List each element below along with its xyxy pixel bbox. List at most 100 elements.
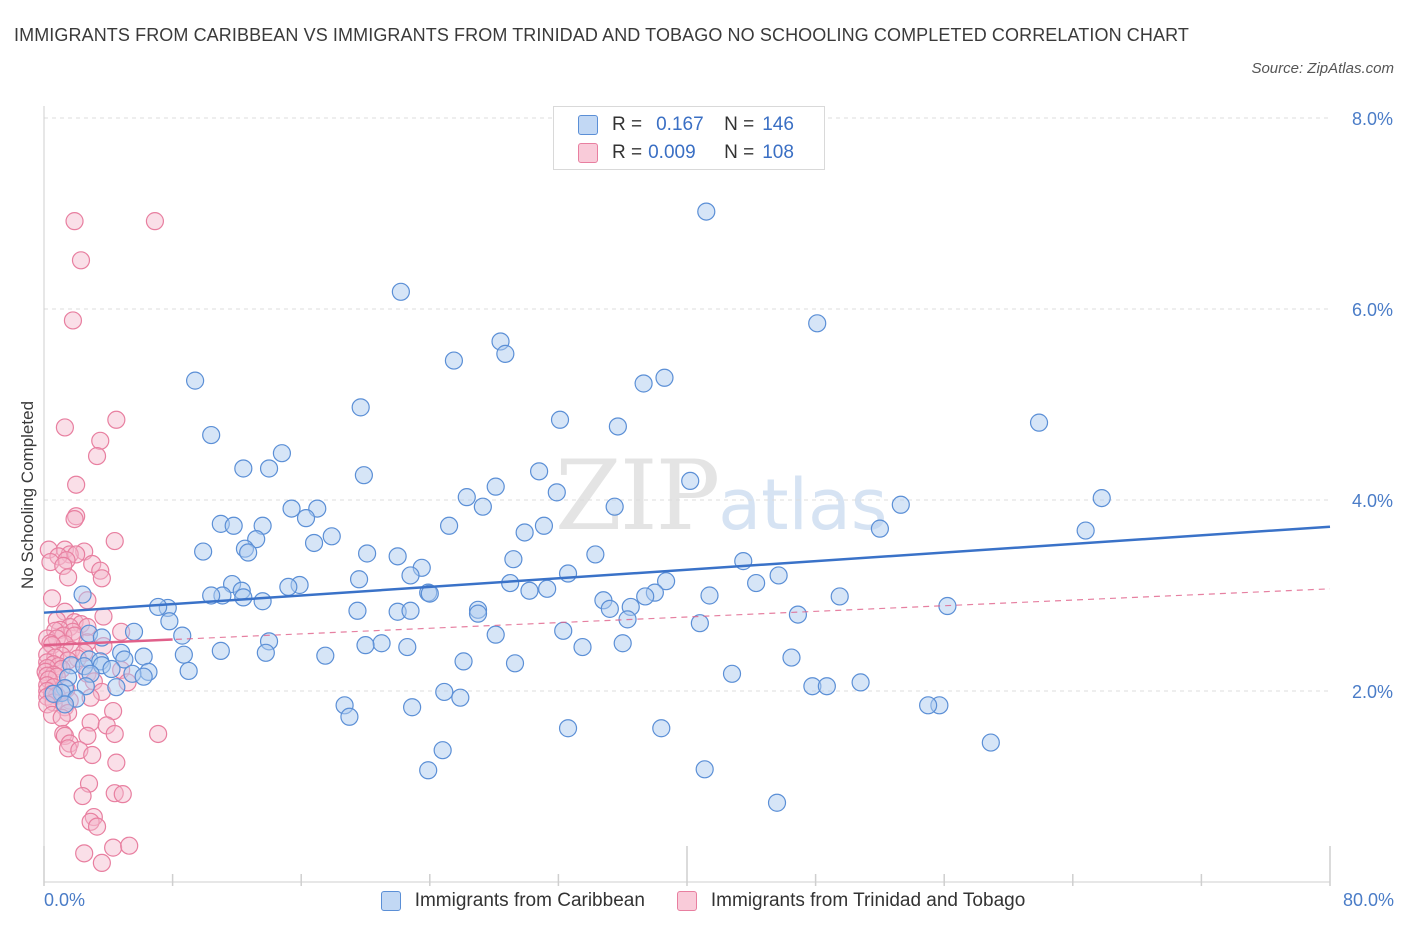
data-point-caribbean — [457, 488, 476, 507]
data-point-caribbean — [515, 523, 534, 542]
data-point-caribbean — [224, 516, 243, 535]
watermark: ZIPatlas — [555, 440, 887, 552]
data-point-caribbean — [468, 604, 488, 623]
data-point-caribbean — [419, 761, 438, 780]
data-point-caribbean — [202, 425, 221, 445]
data-point-trinidad — [91, 431, 110, 450]
data-point-caribbean — [573, 637, 592, 657]
data-point-caribbean — [695, 760, 714, 779]
data-point-trinidad — [105, 531, 124, 551]
data-point-trinidad — [87, 817, 107, 836]
data-point-caribbean — [634, 374, 653, 393]
data-point-trinidad — [149, 724, 168, 744]
data-point-caribbean — [398, 637, 417, 657]
data-point-trinidad — [59, 568, 78, 587]
data-point-caribbean — [530, 462, 549, 481]
data-point-caribbean — [256, 643, 275, 662]
data-point-caribbean — [767, 793, 787, 812]
data-point-caribbean — [454, 652, 473, 671]
data-point-caribbean — [124, 622, 144, 641]
data-point-trinidad — [105, 724, 124, 744]
trend-line-trinidad-dashed — [43, 588, 1331, 646]
bottom-legend-label: Immigrants from Trinidad and Tobago — [710, 890, 1026, 911]
data-point-caribbean — [558, 719, 578, 738]
data-point-caribbean — [279, 577, 298, 597]
data-point-caribbean — [76, 677, 95, 696]
y-tick-label: 2.0% — [1352, 682, 1393, 702]
legend-n-label: N = — [724, 114, 755, 135]
data-point-caribbean — [652, 719, 671, 738]
data-point-caribbean — [600, 599, 619, 618]
data-point-caribbean — [681, 471, 700, 490]
data-point-trinidad — [59, 739, 78, 758]
data-point-trinidad — [113, 785, 132, 804]
legend-n-value: 146 — [762, 114, 794, 135]
data-point-caribbean — [239, 543, 258, 562]
data-point-caribbean — [613, 634, 632, 653]
data-point-caribbean — [149, 597, 168, 617]
data-point-caribbean — [504, 550, 523, 569]
bottom-legend: Immigrants from Caribbean Immigrants fro… — [0, 890, 1406, 912]
data-point-caribbean — [451, 688, 470, 707]
data-point-caribbean — [179, 661, 198, 681]
data-point-caribbean — [388, 547, 407, 566]
data-point-caribbean — [391, 282, 410, 301]
data-point-caribbean — [1076, 521, 1095, 540]
data-point-trinidad — [42, 589, 62, 608]
legend-r-value: 0.167 — [656, 114, 704, 135]
data-point-caribbean — [194, 542, 213, 561]
data-point-trinidad — [94, 607, 113, 626]
data-point-caribbean — [870, 519, 890, 538]
data-point-caribbean — [234, 588, 253, 607]
series-trinidad-points — [36, 212, 168, 873]
series-caribbean-points — [44, 202, 1111, 812]
data-point-caribbean — [349, 570, 369, 589]
data-point-caribbean — [372, 634, 391, 653]
data-point-caribbean — [782, 648, 801, 667]
data-point-caribbean — [173, 626, 192, 645]
data-point-caribbean — [403, 698, 422, 717]
source-label: Source: ZipAtlas.com — [1251, 60, 1394, 77]
legend-r-value: 0.009 — [648, 142, 696, 163]
data-point-trinidad — [120, 836, 139, 855]
data-point-caribbean — [520, 581, 539, 600]
data-point-caribbean — [657, 572, 676, 591]
data-point-caribbean — [851, 673, 870, 692]
data-point-caribbean — [174, 645, 193, 664]
data-point-caribbean — [697, 202, 716, 221]
data-point-trinidad — [104, 838, 123, 857]
data-point-caribbean — [134, 667, 153, 686]
data-point-caribbean — [115, 650, 134, 669]
data-point-caribbean — [316, 646, 335, 665]
data-point-caribbean — [304, 533, 324, 553]
data-point-caribbean — [356, 636, 375, 655]
data-point-caribbean — [919, 696, 938, 715]
data-point-caribbean — [211, 641, 230, 660]
data-point-caribbean — [554, 621, 573, 640]
data-point-caribbean — [435, 682, 454, 702]
data-point-caribbean — [44, 684, 63, 703]
data-point-caribbean — [202, 586, 221, 605]
legend-swatch-pink — [578, 143, 598, 163]
data-point-caribbean — [547, 483, 566, 502]
data-point-trinidad — [65, 509, 84, 529]
data-point-trinidad — [107, 753, 126, 772]
data-point-caribbean — [259, 459, 279, 478]
data-point-caribbean — [534, 516, 554, 535]
data-point-caribbean — [354, 466, 373, 485]
legend-r-label: R = — [612, 114, 643, 135]
data-point-caribbean — [788, 605, 808, 624]
chart-title: IMMIGRANTS FROM CARIBBEAN VS IMMIGRANTS … — [14, 25, 1189, 45]
trend-line-trinidad-solid — [43, 638, 173, 647]
data-point-caribbean — [558, 564, 578, 583]
x-tick-max: 80.0% — [1342, 890, 1394, 910]
data-point-trinidad — [71, 251, 91, 270]
data-point-caribbean — [538, 579, 557, 598]
trend-line-caribbean — [43, 525, 1331, 614]
data-point-trinidad — [65, 212, 84, 231]
data-point-caribbean — [433, 741, 452, 760]
data-point-caribbean — [486, 477, 505, 496]
data-point-caribbean — [253, 592, 272, 611]
data-point-caribbean — [655, 368, 674, 387]
